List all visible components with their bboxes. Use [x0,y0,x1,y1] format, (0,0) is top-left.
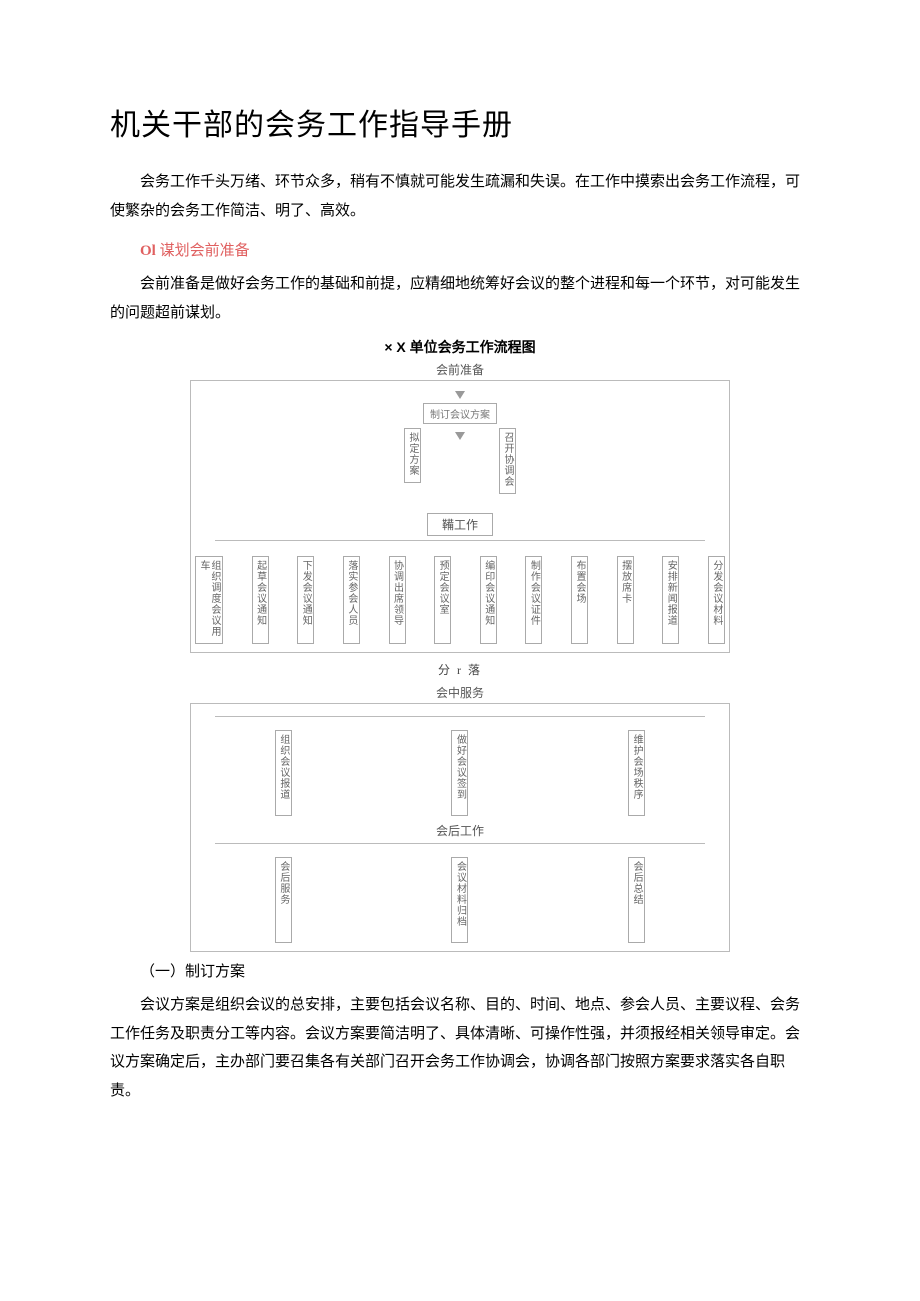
flowchart-title: × X 单位会务工作流程图 [110,337,810,357]
paragraph-plan: 会议方案是组织会议的总安排，主要包括会议名称、目的、时间、地点、参会人员、主要议… [110,991,810,1105]
flow-mid-task: 组织会议报道 [275,730,292,816]
flow-after-task: 会议材料归档 [451,857,468,943]
flow-prep-tasks: 组织调度会议用车 起草会议通知 下发会议通知 落实参会人员 协调出席领导 预定会… [195,556,725,644]
flow-box-midprep: 鞴工作 [427,513,493,536]
flow-box-right: 召开协调会 [499,428,516,494]
flow-phase-3: 会后工作 [195,822,725,839]
intro-paragraph: 会务工作千头万绪、环节众多，稍有不慎就可能发生疏漏和失误。在工作中摸索出会务工作… [110,168,810,225]
flow-phase-1: 会前准备 [190,361,730,378]
flow-task: 安排新闻报道 [662,556,679,644]
section-1-paragraph: 会前准备是做好会务工作的基础和前提，应精细地统筹好会议的整个进程和每一个环节，对… [110,270,810,327]
flow-task: 下发会议通知 [297,556,314,644]
flow-divider: 分 r 落 [190,661,730,678]
section-1-label: 谋划会前准备 [160,243,250,259]
flow-phase-2: 会中服务 [190,684,730,701]
flow-after-task: 会后服务 [275,857,292,943]
flow-mid-task: 做好会议签到 [451,730,468,816]
flow-task: 制作会议证件 [525,556,542,644]
flow-task: 编印会议通知 [480,556,497,644]
flow-box-plan: 制订会议方案 [423,403,497,424]
flow-frame-mid: 组织会议报道 做好会议签到 维护会场秩序 会后工作 会后服务 会议材料归档 会后… [190,703,730,952]
flow-mid-task: 维护会场秩序 [628,730,645,816]
page-title: 机关干部的会务工作指导手册 [110,100,810,144]
arrow-down-icon [455,432,465,440]
section-1-number: Ol [140,243,156,259]
flow-task: 协调出席领导 [389,556,406,644]
flow-task: 布置会场 [571,556,588,644]
flow-task: 落实参会人员 [343,556,360,644]
flow-box-left: 拟定方案 [404,428,421,483]
flow-task: 分发会议材料 [708,556,725,644]
arrow-down-icon [455,391,465,399]
subhead-1: （一）制订方案 [110,960,810,981]
flow-after-task: 会后总结 [628,857,645,943]
flow-task: 摆放席卡 [617,556,634,644]
section-1-heading: Ol 谋划会前准备 [110,239,810,260]
flow-task: 组织调度会议用车 [195,556,223,644]
flowchart: × X 单位会务工作流程图 会前准备 制订会议方案 拟定方案 召开协调会 鞴工作 [110,337,810,952]
flow-frame-prep: 制订会议方案 拟定方案 召开协调会 鞴工作 组织调度会议用车 起草会议通知 下发… [190,380,730,653]
flow-task: 预定会议室 [434,556,451,644]
document-page: 机关干部的会务工作指导手册 会务工作千头万绪、环节众多，稍有不慎就可能发生疏漏和… [0,0,920,1175]
flow-task: 起草会议通知 [252,556,269,644]
